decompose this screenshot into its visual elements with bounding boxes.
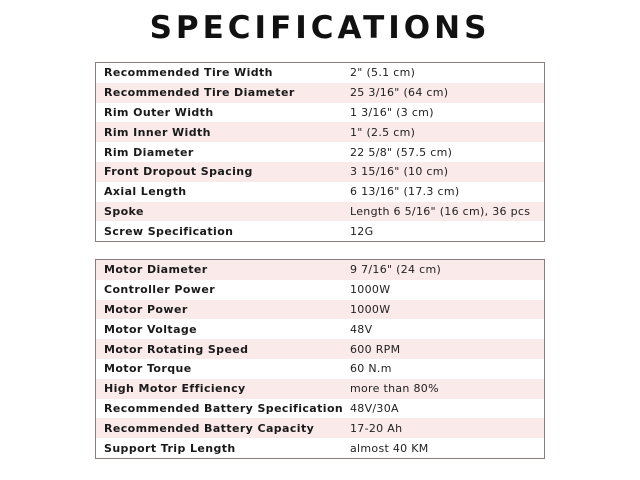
table-row: High Motor Efficiency more than 80% [96, 378, 544, 399]
spec-label: Recommended Tire Diameter [104, 86, 295, 100]
table-row: Motor Torque 60 N.m [96, 359, 544, 379]
spec-label: Screw Specification [104, 224, 234, 238]
spec-label: Motor Voltage [104, 322, 198, 336]
spec-label: Rim Outer Width [104, 105, 214, 119]
spec-label: Rim Inner Width [104, 125, 211, 139]
table-row: Controller Power 1000W [96, 280, 544, 300]
spec-value: 1000W [350, 283, 391, 297]
spec-label: Front Dropout Spacing [104, 165, 253, 179]
spec-label: Controller Power [104, 283, 216, 297]
spec-label: Motor Diameter [104, 263, 208, 277]
spec-value: more than 80% [350, 382, 439, 396]
spec-value: 600 RPM [350, 342, 401, 356]
spec-value: 48V/30A [350, 401, 399, 415]
spec-label: Motor Torque [104, 362, 192, 376]
table-row: Screw Specification 12G [96, 221, 544, 241]
page-title: SPECIFICATIONS [149, 10, 491, 46]
table-row: Support Trip Length almost 40 KM [96, 438, 544, 458]
spec-value: 6 13/16" (17.3 cm) [350, 185, 460, 199]
spec-value: 3 15/16" (10 cm) [350, 165, 449, 179]
spec-value: 22 5/8" (57.5 cm) [350, 145, 453, 159]
spec-value: 1 3/16" (3 cm) [350, 105, 434, 119]
spec-label: Motor Power [104, 302, 188, 316]
spec-label: Axial Length [104, 185, 187, 199]
table-row: Recommended Tire Diameter 25 3/16" (64 cm… [96, 82, 544, 103]
spec-label: Support Trip Length [104, 441, 236, 455]
spec-value: almost 40 KM [350, 441, 429, 455]
table-row: Rim Inner Width 1" (2.5 cm) [96, 122, 544, 143]
table-row: Spoke Length 6 5/16" (16 cm), 36 pcs [96, 201, 544, 222]
table-row: Motor Power 1000W [96, 299, 544, 320]
spec-value: 12G [350, 224, 374, 238]
spec-value: 1" (2.5 cm) [350, 125, 416, 139]
spec-value: 17-20 Ah [350, 421, 403, 435]
table-row: Axial Length 6 13/16" (17.3 cm) [96, 182, 544, 202]
table-row: Motor Diameter 9 7/16" (24 cm) [96, 260, 544, 280]
table-row: Front Dropout Spacing 3 15/16" (10 cm) [96, 161, 544, 182]
spec-label: Spoke [104, 204, 144, 218]
motor-specs-table: Motor Diameter 9 7/16" (24 cm) Controller … [95, 259, 545, 459]
wheel-specs-table: Recommended Tire Width 2" (5.1 cm) Recomme… [95, 62, 545, 242]
table-row: Recommended Battery Capacity 17-20 Ah [96, 418, 544, 439]
table-row: Recommended Tire Width 2" (5.1 cm) [96, 63, 544, 83]
table-row: Motor Rotating Speed 600 RPM [96, 339, 544, 359]
spec-label: Rim Diameter [104, 145, 194, 159]
spec-value: 2" (5.1 cm) [350, 66, 416, 80]
spec-label: High Motor Efficiency [104, 382, 246, 396]
spec-value: 1000W [350, 302, 391, 316]
spec-value: 9 7/16" (24 cm) [350, 263, 442, 277]
spec-label: Recommended Battery Capacity [104, 421, 315, 435]
table-row: Recommended Battery Specification 48V/30A [96, 399, 544, 419]
table-row: Motor Voltage 48V [96, 319, 544, 339]
spec-label: Recommended Battery Specification [104, 401, 344, 415]
table-row: Rim Outer Width 1 3/16" (3 cm) [96, 103, 544, 123]
spec-value: Length 6 5/16" (16 cm), 36 pcs [350, 204, 531, 218]
table-row: Rim Diameter 22 5/8" (57.5 cm) [96, 142, 544, 162]
spec-value: 60 N.m [350, 362, 392, 376]
spec-value: 48V [350, 322, 373, 336]
spec-value: 25 3/16" (64 cm) [350, 86, 449, 100]
spec-label: Motor Rotating Speed [104, 342, 249, 356]
spec-label: Recommended Tire Width [104, 66, 273, 80]
